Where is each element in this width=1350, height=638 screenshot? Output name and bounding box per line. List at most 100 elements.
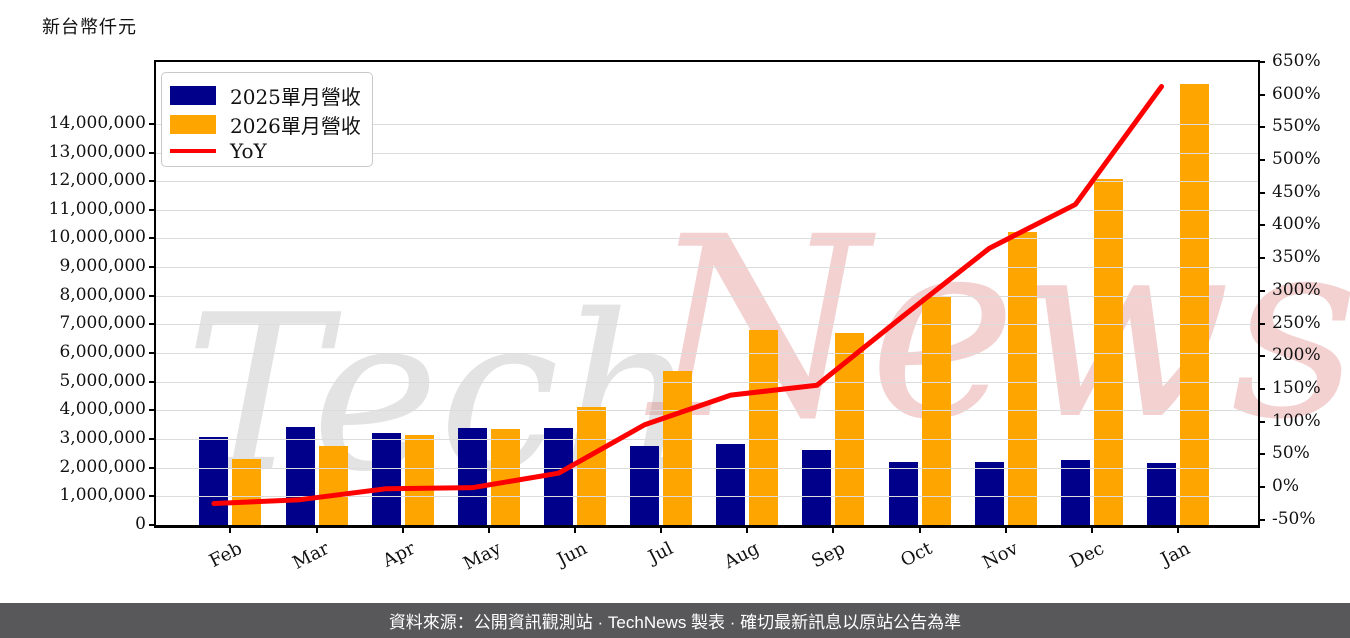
gridline [155,209,1258,211]
legend-line-swatch [170,149,216,153]
bar-2025-aug [716,443,746,525]
left-axis-tick [148,294,156,297]
plot-spine-right [1258,60,1260,528]
bar-2026-mar [318,445,348,525]
left-axis-tick-label: 10,000,000 [48,227,146,248]
right-axis-tick-label: 250% [1272,312,1321,333]
right-axis-tick [1258,61,1265,63]
left-axis-tick-label: 1,000,000 [59,485,146,506]
right-axis-tick-label: 550% [1272,116,1321,137]
right-axis-tick-label: 450% [1272,181,1321,202]
x-axis-tick [1090,525,1093,533]
bar-2026-aug [749,329,779,525]
left-axis-tick [148,409,156,412]
right-axis-tick [1258,159,1265,162]
right-axis-tick [1258,387,1265,390]
bar-2025-may [457,428,487,525]
footer-bar: 資料來源：公開資訊觀測站 · TechNews 製表 · 確切最新訊息以原站公告… [0,603,1350,638]
x-axis-tick [746,525,749,533]
left-axis-tick-label: 5,000,000 [59,370,146,391]
axis-unit-label: 新台幣仟元 [42,17,137,38]
left-axis-tick-label: 7,000,000 [59,313,146,334]
right-axis-tick [1258,93,1265,96]
legend-item-0: 2025單月營收 [170,81,361,110]
gridline [155,238,1258,240]
left-axis-tick-label: 2,000,000 [59,456,146,477]
chart-legend: 2025單月營收 2026單月營收 YoY [161,72,373,167]
legend-label: YoY [230,139,267,163]
legend-label: 2025單月營收 [230,85,361,109]
right-axis-tick-label: 500% [1272,149,1321,170]
right-axis-tick-label: 400% [1272,214,1321,235]
x-axis-tick [1177,525,1180,533]
right-axis-tick-label: -50% [1272,508,1316,529]
left-axis-tick [148,495,156,498]
left-axis-tick-label: 14,000,000 [48,112,146,133]
left-axis-tick [148,237,156,240]
right-axis-tick [1258,224,1265,227]
left-axis-tick [148,122,156,125]
gridline [155,181,1258,183]
bar-2026-feb [232,459,262,525]
x-axis-tick [1004,525,1007,533]
left-axis-tick [148,466,156,469]
right-axis-tick [1258,289,1265,292]
left-axis-tick-label: 13,000,000 [48,141,146,162]
left-axis-tick [148,151,156,154]
yoy-line [211,84,1165,507]
legend-item-2: YoY [170,139,358,163]
right-axis-tick-label: 150% [1272,377,1321,398]
left-axis-tick [148,266,156,269]
right-axis-tick-label: 100% [1272,410,1321,431]
x-axis-tick [229,525,232,533]
x-axis-tick [660,525,663,533]
gridline [155,496,1258,498]
right-axis-tick [1258,126,1265,129]
bar-2026-apr [404,435,434,525]
right-axis-tick-label: 300% [1272,279,1321,300]
bar-2026-jul [663,370,693,525]
gridline [155,353,1258,355]
x-axis-tick [315,525,318,533]
x-axis-tick [832,525,835,533]
bar-2026-dec [1093,178,1123,525]
left-axis-tick [148,352,156,355]
left-axis-tick [148,323,156,326]
plot-spine-bottom [154,525,1259,528]
right-axis-tick [1258,191,1265,194]
left-axis-tick-label: 12,000,000 [48,170,146,191]
bar-2025-oct [888,461,918,525]
legend-item-1: 2026單月營收 [170,110,361,139]
bar-2026-may [490,429,520,525]
right-axis-tick-label: 0% [1272,476,1299,497]
bar-2025-sep [802,449,832,525]
plot-spine-left [153,60,156,528]
left-axis-tick-label: 0 [135,514,146,534]
left-axis-tick-label: 8,000,000 [59,284,146,305]
bar-2025-mar [285,427,315,525]
gridline [155,152,1258,154]
right-axis-tick [1258,355,1265,358]
watermark-tech-text: Tech [185,268,698,519]
legend-bar-swatch [170,86,216,105]
footer-source-text: 資料來源：公開資訊觀測站 · TechNews 製表 · 確切最新訊息以原站公告… [388,613,962,632]
x-axis-tick [918,525,921,533]
right-axis-tick [1258,322,1265,325]
left-axis-tick-label: 3,000,000 [59,428,146,449]
right-axis-tick [1258,486,1265,489]
right-axis-tick [1258,453,1265,456]
gridline [155,467,1258,469]
gridline [155,410,1258,412]
gridline [155,267,1258,269]
bar-2025-feb [199,437,229,525]
bar-2026-jun [577,407,606,525]
bar-2025-nov [974,461,1004,525]
x-axis-tick [574,525,576,533]
left-axis-tick [148,380,156,383]
plot-spine-top [154,60,1259,62]
legend-label: 2026單月營收 [230,114,361,138]
left-axis-tick-label: 6,000,000 [59,342,146,363]
bar-2026-nov [1007,231,1037,525]
